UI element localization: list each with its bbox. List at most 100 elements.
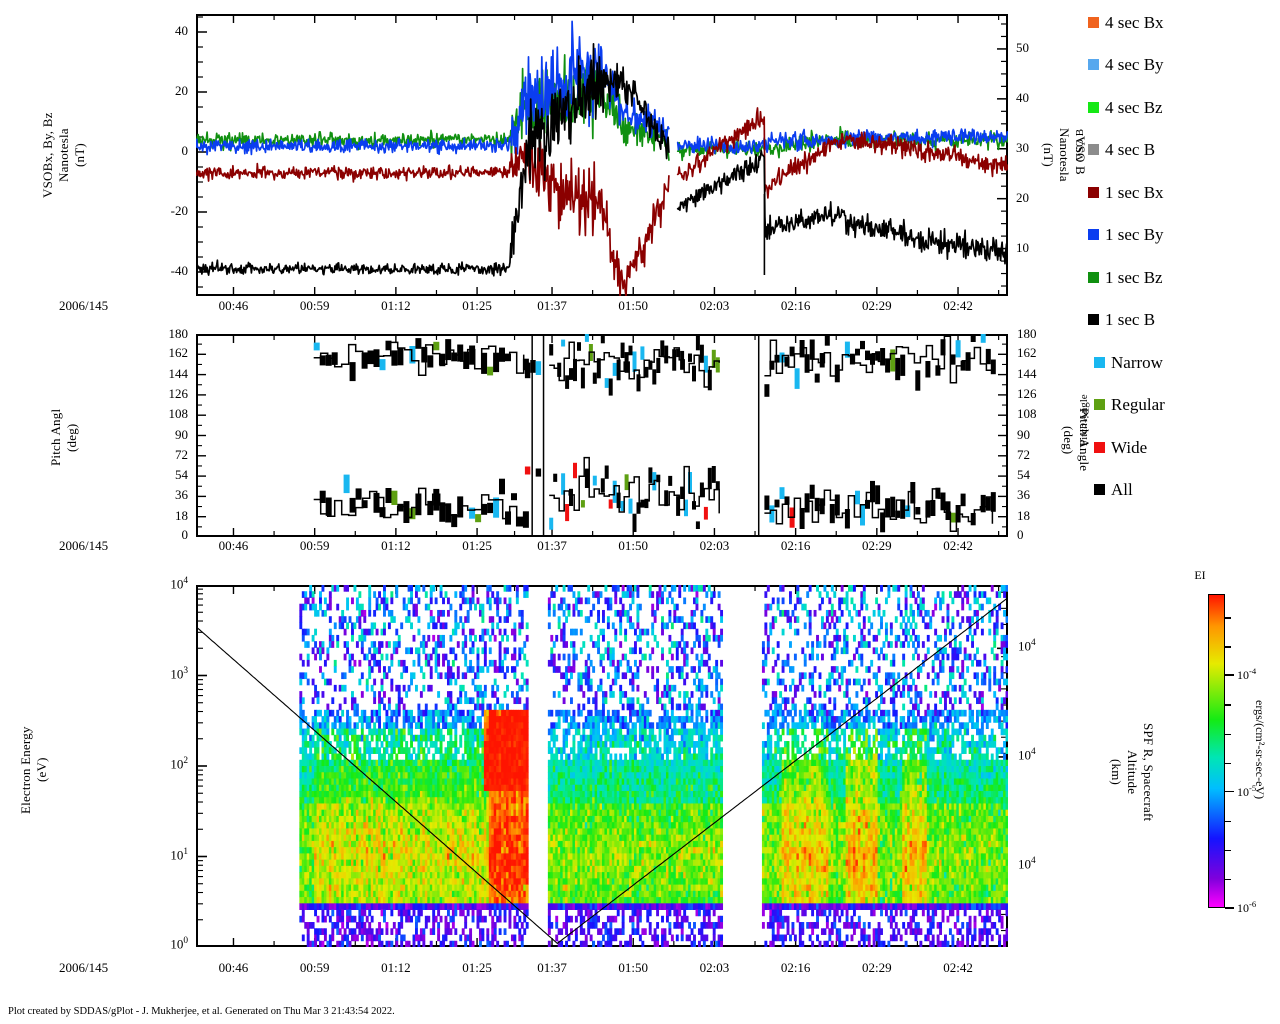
x-tick-label: 02:29 [862,298,892,313]
legend-label: 4 sec Bz [1105,97,1163,117]
legend-swatch-icon [1088,314,1099,325]
panel1-left-tick-label: 0 [181,143,189,158]
panel2-right-tick-label: 162 [1017,345,1037,361]
panel2-right-tick-label: 126 [1017,385,1037,401]
x-tick-label: 00:46 [218,960,249,975]
colorbar-tick-label: 10-4 [1237,666,1257,683]
legend-swatch-icon [1088,59,1099,70]
legend-item-narrow[interactable]: Narrow [1094,354,1163,371]
x-tick-label: 02:16 [780,298,811,313]
panel3-left-tick-label: 101 [170,846,188,862]
x-tick-label: 02:42 [943,538,973,553]
x-tick-label: 02:03 [699,960,730,975]
panel1-left-tick-label: 20 [175,83,188,98]
panel2-right-tick-label: 108 [1017,406,1037,422]
panel1-left-tick-label: -20 [170,203,188,218]
panel2-right-tick-label: 72 [1017,446,1030,462]
panel2-left-tick-label: 144 [168,365,189,381]
colorbar-minor-tick [1225,733,1231,735]
legend-item-4-sec-b[interactable]: 4 sec B [1088,140,1156,159]
panel2-left-tick-label: 180 [168,326,189,342]
legend-group-label-vso-b: VSO B [1074,128,1086,162]
legend-swatch-icon [1088,229,1099,240]
legend-swatch-icon [1088,101,1099,113]
series-b [196,42,1008,277]
panel2-right-tick-label: 54 [1017,467,1030,483]
spectrogram-cells [299,585,1008,947]
panel2-left-tick-label: 162 [168,345,189,361]
legend-label: 1 sec Bx [1105,182,1164,202]
panel2-left-tick-label: 36 [175,487,188,503]
legend-item-1-sec-bx[interactable]: 1 sec Bx [1088,182,1164,202]
legend-swatch-icon [1094,484,1105,495]
panel1-ylabel-right: VSO B Nanotesla (nT) [1041,128,1088,182]
spacecraft-altitude-curve [196,597,1008,945]
legend-swatch-icon [1094,441,1105,453]
panel2-left-tick-label: 72 [175,446,188,462]
panel3-left-tick-label: 102 [170,756,188,772]
panel1-right-tick-label: 50 [1016,39,1029,55]
x-tick-label: 01:37 [537,298,567,313]
legend-item-1-sec-bz[interactable]: 1 sec Bz [1088,267,1163,287]
panel1-right-tick-label: 30 [1016,139,1029,155]
panel-magnetic-field-plot [196,16,1008,296]
x-tick-label: 02:42 [943,298,973,313]
panel2-left-tick-label: 126 [168,385,189,401]
panel1-right-tick-label: 10 [1016,239,1029,255]
footer-credit: Plot created by SDDAS/gPlot - J. Mukherj… [8,1006,395,1017]
x-tick-label: 01:50 [618,960,649,975]
pitch-angle-traces [313,334,996,535]
legend-item-all[interactable]: All [1094,481,1133,498]
panel3-right-tick-label: 104 [1018,746,1036,763]
panel3-right-tick-label: 104 [1018,638,1036,654]
x-tick-label: 02:29 [862,538,892,553]
legend-item-4-sec-bz[interactable]: 4 sec Bz [1088,97,1163,117]
legend-item-4-sec-bx[interactable]: 4 sec Bx [1088,14,1164,31]
x-tick-label: 02:03 [699,538,730,553]
panel1-right-tick-label: 20 [1016,189,1029,205]
legend-label: Regular [1111,395,1165,414]
legend-item-regular[interactable]: Regular [1094,395,1165,414]
x-tick-label: 01:25 [462,960,492,975]
panel2-left-tick-label: 54 [175,467,188,483]
panel2-right-tick-label: 0 [1017,526,1024,542]
colorbar-minor-tick [1225,704,1231,706]
panel2-right-tick-label: 90 [1017,426,1030,442]
panel2-left-tick-label: 0 [181,526,189,542]
colorbar-tick-label: 10-6 [1237,899,1257,915]
legend-swatch-icon [1088,271,1099,283]
x-tick-label: 02:03 [699,298,730,313]
x-tick-label: 02:29 [862,960,892,975]
panel3-right-tick-label: 104 [1018,855,1036,871]
panel2-right-tick-label: 180 [1017,326,1037,342]
x-tick-label: 01:37 [537,960,567,975]
panel2-ylabel-left: Pitch Angl (deg) [48,408,79,467]
panel3-left-tick-label: 100 [170,935,188,952]
panel3-date-label: 2006/145 [59,960,109,975]
legend-item-wide[interactable]: Wide [1094,437,1148,457]
x-tick-label: 01:12 [381,960,411,975]
colorbar-tick-label: 10-5 [1237,782,1257,799]
x-tick-label: 00:59 [299,960,330,975]
panel1-left-tick-label: -40 [170,263,188,278]
panel-pitch-angle-plot [198,334,1006,537]
panel2-date-label: 2006/145 [59,538,109,553]
legend-item-1-sec-b[interactable]: 1 sec B [1088,311,1155,328]
x-tick-label: 02:16 [780,960,811,975]
legend-label: 1 sec Bz [1105,267,1163,287]
x-tick-label: 02:16 [780,538,811,553]
x-tick-label: 01:37 [537,538,567,553]
panel2-left-tick-label: 108 [168,406,189,422]
legend-label: Wide [1111,437,1148,457]
panel1-left-tick-label: 40 [175,23,188,38]
x-tick-label: 00:46 [218,538,249,553]
legend-label: 4 sec B [1105,140,1156,159]
legend-item-4-sec-by[interactable]: 4 sec By [1088,56,1164,73]
panel3-ylabel-right: SPF R, Spacecraft Altitude (km) [1109,723,1156,822]
legend-item-1-sec-by[interactable]: 1 sec By [1088,226,1164,243]
colorbar-minor-tick [1225,878,1231,881]
x-tick-label: 00:59 [299,538,330,553]
panel1-date-label: 2006/145 [59,298,109,313]
x-tick-label: 01:50 [618,298,649,313]
